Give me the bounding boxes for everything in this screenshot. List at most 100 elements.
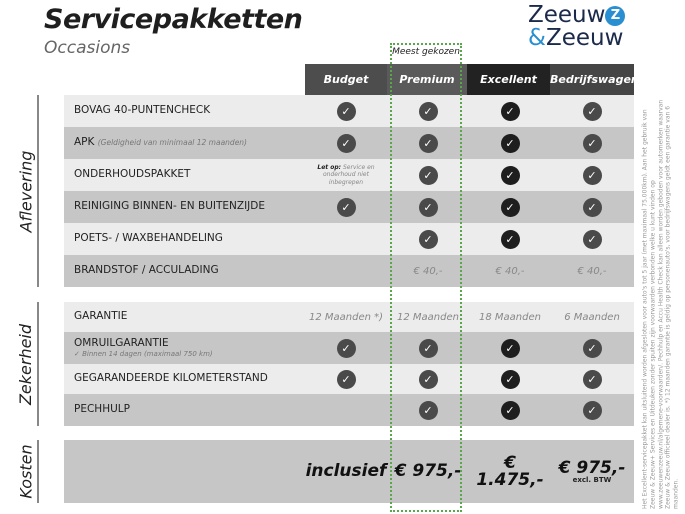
table-row: GEGARANDEERDE KILOMETERSTAND ✓ ✓ ✓ ✓	[64, 364, 634, 394]
budget-note: Let op: Service en onderhoud niet inbegr…	[317, 163, 375, 186]
row-label: POETS- / WAXBEHANDELING	[74, 232, 223, 245]
page-subtitle: Occasions	[44, 38, 131, 58]
check-icon: ✓	[582, 197, 602, 217]
table-cell: ✓	[387, 197, 469, 217]
table-cell: ✓	[387, 165, 469, 185]
row-label: REINIGING BINNEN- EN BUITENZIJDE	[74, 200, 265, 213]
table-cell: ✓	[469, 101, 551, 121]
check-icon: ✓	[336, 133, 356, 153]
check-icon: ✓	[500, 101, 520, 121]
check-icon: ✓	[582, 338, 602, 358]
kosten-row: inclusief € 975,- € 1.475,- € 975,- excl.…	[64, 440, 634, 503]
footnote: Het Excellent-servicepakket kan uitsluit…	[641, 99, 680, 509]
table-cell: ✓	[469, 400, 551, 420]
section-label-kosten: Kosten	[16, 444, 36, 499]
column-header-budget: Budget	[305, 64, 387, 95]
check-icon: ✓	[336, 369, 356, 389]
row-label: APK (Geldigheid van minimaal 12 maanden)	[74, 136, 247, 149]
table-cell: ✓	[387, 133, 469, 153]
check-icon: ✓	[418, 338, 438, 358]
table-cell: ✓	[551, 400, 633, 420]
table-cell: 12 Maanden	[397, 311, 459, 323]
price-excellent: € 1.475,-	[476, 452, 544, 490]
check-icon: ✓	[500, 338, 520, 358]
check-icon: ✓	[500, 369, 520, 389]
price-budget: inclusief	[305, 461, 387, 481]
table-cell: ✓	[305, 369, 387, 389]
check-icon: ✓	[418, 133, 438, 153]
table-row: GARANTIE 12 Maanden *) 12 Maanden 18 Maande…	[64, 302, 634, 332]
row-label: PECHHULP	[74, 403, 130, 416]
check-icon: ✓	[500, 133, 520, 153]
table-cell: ✓	[551, 133, 633, 153]
table-row: PECHHULP ✓ ✓ ✓	[64, 394, 634, 426]
table-cell: ✓	[469, 338, 551, 358]
column-header-bedrijfswagens: Bedrijfswagens	[550, 64, 645, 95]
check-icon: ✓	[582, 400, 602, 420]
table-cell: ✓	[551, 229, 633, 249]
table-cell: ✓	[551, 101, 633, 121]
table-cell: € 40,-	[577, 265, 607, 277]
column-header-excellent: Excellent	[467, 64, 550, 95]
row-label: BRANDSTOF / ACCULADING	[74, 264, 219, 277]
check-icon: ✓	[418, 165, 438, 185]
table-cell: ✓	[551, 369, 633, 389]
table-cell: ✓	[551, 338, 633, 358]
section-divider	[37, 302, 39, 426]
table-row: REINIGING BINNEN- EN BUITENZIJDE ✓ ✓ ✓ ✓	[64, 191, 634, 223]
table-cell: ✓	[305, 338, 387, 358]
table-row: BOVAG 40-PUNTENCHECK ✓ ✓ ✓ ✓	[64, 95, 634, 127]
row-label: OMRUILGARANTIE ✓ Binnen 14 dagen (maximaa…	[74, 336, 213, 359]
brand-logo: Zeeuw Z &Zeeuw	[528, 4, 626, 50]
column-header-premium: Premium	[387, 64, 467, 95]
check-icon: ✓	[418, 400, 438, 420]
table-cell: € 40,-	[495, 265, 525, 277]
check-icon: ✓	[336, 197, 356, 217]
table-cell: ✓	[305, 133, 387, 153]
check-icon: ✓	[336, 338, 356, 358]
table-row: OMRUILGARANTIE ✓ Binnen 14 dagen (maximaa…	[64, 332, 634, 364]
table-cell: ✓	[469, 133, 551, 153]
page-title: Servicepakketten	[44, 4, 303, 35]
table-cell: ✓	[387, 338, 469, 358]
table-cell: ✓	[305, 101, 387, 121]
row-label: GEGARANDEERDE KILOMETERSTAND	[74, 372, 268, 385]
logo-z-icon: Z	[605, 6, 626, 26]
check-icon: ✓	[336, 101, 356, 121]
table-cell: ✓	[387, 229, 469, 249]
price-bedrijfswagens: € 975,- excl. BTW	[558, 457, 626, 484]
check-icon: ✓	[500, 165, 520, 185]
section-divider	[37, 440, 39, 503]
check-icon: ✓	[418, 369, 438, 389]
price-premium: € 975,-	[394, 461, 462, 481]
check-icon: ✓	[582, 165, 602, 185]
row-label: GARANTIE	[74, 310, 128, 323]
table-cell: € 40,-	[413, 265, 443, 277]
check-icon: ✓	[418, 101, 438, 121]
table-cell: ✓	[551, 165, 633, 185]
table-cell: ✓	[551, 197, 633, 217]
row-label: ONDERHOUDSPAKKET	[74, 168, 191, 181]
section-label-zekerheid: Zekerheid	[16, 323, 36, 405]
section-divider	[37, 95, 39, 287]
table-cell: Let op: Service en onderhoud niet inbegr…	[305, 164, 387, 187]
table-cell: ✓	[305, 197, 387, 217]
table-cell: ✓	[387, 400, 469, 420]
table-row: BRANDSTOF / ACCULADING € 40,- € 40,- € 40,-	[64, 255, 634, 287]
table-cell: 6 Maanden	[564, 311, 620, 323]
check-icon: ✓	[582, 101, 602, 121]
table-cell: 12 Maanden *)	[308, 311, 384, 323]
table-row: POETS- / WAXBEHANDELING ✓ ✓ ✓	[64, 223, 634, 255]
check-icon: ✓	[500, 400, 520, 420]
check-icon: ✓	[500, 197, 520, 217]
check-icon: ✓	[582, 369, 602, 389]
table-cell: ✓	[387, 101, 469, 121]
table-cell: 18 Maanden	[479, 311, 541, 323]
check-icon: ✓	[582, 133, 602, 153]
table-cell: ✓	[469, 369, 551, 389]
check-icon: ✓	[500, 229, 520, 249]
most-chosen-label: Meest gekozen	[392, 47, 460, 57]
table-cell: ✓	[469, 165, 551, 185]
table-row: ONDERHOUDSPAKKET Let op: Service en onder…	[64, 159, 634, 191]
table-cell: ✓	[387, 369, 469, 389]
